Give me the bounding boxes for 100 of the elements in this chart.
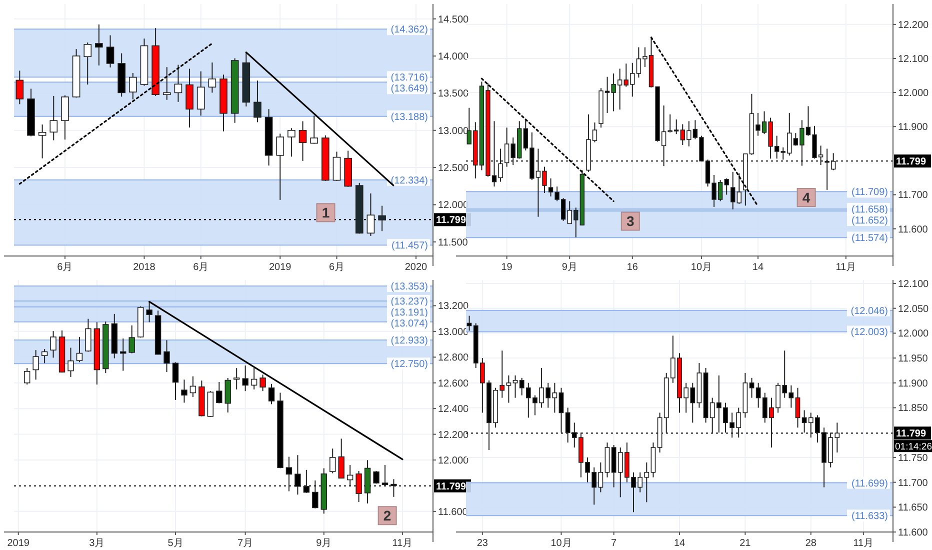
candlestick bbox=[128, 72, 137, 100]
y-tick-label: 12.800 bbox=[438, 352, 470, 364]
x-tick-label: 6月 bbox=[57, 262, 73, 273]
candlestick bbox=[216, 381, 222, 404]
ref-line-label: (13.237) bbox=[390, 296, 428, 308]
candlestick bbox=[208, 62, 216, 94]
ref-line-label: (13.188) bbox=[390, 112, 428, 123]
ref-line-label: (12.933) bbox=[390, 336, 428, 347]
y-tick-label: 12.000 bbox=[438, 456, 470, 466]
candlestick bbox=[95, 24, 103, 66]
x-tick-label: 9月 bbox=[316, 538, 332, 549]
y-tick-label: 12.000 bbox=[898, 328, 930, 340]
candlestick bbox=[506, 374, 512, 404]
y-tick-label: 13.200 bbox=[438, 301, 470, 312]
x-tick-label: 2019 bbox=[7, 538, 30, 549]
candlestick bbox=[330, 448, 336, 474]
x-tick-label: 7 bbox=[611, 538, 618, 549]
candlestick bbox=[254, 80, 262, 123]
candlestick bbox=[233, 368, 240, 390]
candlestick bbox=[196, 70, 205, 116]
ref-line-label: 11.799 bbox=[436, 215, 466, 226]
y-tick-label: 11.750 bbox=[898, 452, 928, 464]
y-tick-label: 12.200 bbox=[438, 430, 470, 441]
candlestick bbox=[332, 151, 341, 182]
ref-line-label: (11.699) bbox=[851, 478, 888, 490]
candlestick bbox=[736, 172, 742, 204]
candlestick bbox=[164, 340, 170, 373]
y-tick-label: 12.000 bbox=[438, 200, 470, 212]
ref-line-label: (12.334) bbox=[390, 175, 428, 186]
x-tick-label: 10月 bbox=[690, 262, 712, 273]
candlestick bbox=[16, 70, 24, 105]
y-tick-label: 12.500 bbox=[438, 163, 470, 174]
ref-line-label: (11.658) bbox=[851, 204, 888, 216]
ref-line-label: (13.191) bbox=[390, 307, 428, 318]
ref-line-label: 11.799 bbox=[896, 156, 926, 168]
y-tick-label: 11.600 bbox=[898, 528, 928, 538]
x-tick-label: 5月 bbox=[168, 538, 184, 549]
x-tick-label: 21 bbox=[740, 538, 752, 549]
candlestick bbox=[366, 192, 375, 237]
x-tick-label: 2020 bbox=[404, 262, 428, 273]
ref-line-label: (11.652) bbox=[851, 216, 888, 227]
x-tick-label: 10月 bbox=[550, 538, 572, 549]
candlestick bbox=[795, 387, 800, 428]
x-tick-label: 28 bbox=[805, 538, 817, 549]
y-tick-label: 11.600 bbox=[898, 224, 928, 236]
ref-line-label: 11.799 bbox=[436, 481, 466, 492]
y-tick-label: 12.050 bbox=[898, 304, 930, 315]
candlestick bbox=[268, 383, 275, 405]
ref-line-label: (13.074) bbox=[390, 318, 428, 330]
y-tick-label: 14.500 bbox=[438, 14, 470, 26]
candlestick bbox=[106, 34, 114, 68]
ref-line-label: (12.750) bbox=[390, 359, 428, 370]
candlestick bbox=[50, 95, 58, 141]
candlestick bbox=[298, 120, 307, 162]
ref-line-label: (13.716) bbox=[390, 72, 428, 84]
ref-line-label: (11.633) bbox=[851, 511, 888, 522]
y-tick-label: 12.200 bbox=[898, 20, 930, 31]
x-tick-label: 11月 bbox=[392, 538, 413, 549]
candlestick bbox=[61, 94, 69, 140]
x-tick-label: 7月 bbox=[238, 538, 254, 549]
y-tick-label: 12.000 bbox=[898, 88, 930, 100]
x-tick-label: 3月 bbox=[89, 538, 105, 549]
x-tick-label: 14 bbox=[752, 262, 764, 273]
candlestick bbox=[190, 376, 196, 398]
x-tick-label: 19 bbox=[501, 262, 513, 273]
y-tick-label: 11.850 bbox=[898, 403, 928, 414]
candlestick bbox=[373, 470, 380, 484]
candlestick bbox=[38, 124, 46, 159]
y-tick-label: 12.100 bbox=[898, 54, 930, 65]
ref-line-label: (13.649) bbox=[390, 84, 428, 95]
candlestick bbox=[288, 128, 296, 158]
x-tick-label: 11月 bbox=[836, 262, 856, 273]
candlestick bbox=[32, 350, 39, 380]
candlestick bbox=[162, 66, 171, 100]
x-tick-label: 2019 bbox=[268, 262, 292, 273]
ref-line-label: 11.799 bbox=[896, 428, 926, 440]
y-tick-label: 13.000 bbox=[438, 126, 470, 137]
x-tick-label: 6月 bbox=[328, 262, 345, 273]
candlestick bbox=[181, 379, 188, 404]
candlestick bbox=[338, 438, 344, 479]
candlestick bbox=[50, 330, 56, 358]
candlestick bbox=[346, 464, 354, 487]
y-tick-label: 11.500 bbox=[438, 237, 468, 248]
candlestick bbox=[730, 171, 736, 210]
annotation: 2 bbox=[383, 508, 392, 524]
candlestick bbox=[378, 205, 386, 232]
y-tick-label: 13.500 bbox=[438, 88, 470, 100]
ref-line-label: (11.709) bbox=[851, 187, 888, 198]
y-tick-label: 11.650 bbox=[898, 502, 928, 514]
candlestick bbox=[174, 64, 182, 102]
ref-line-label: (11.457) bbox=[391, 240, 428, 252]
ref-line-label: (14.362) bbox=[390, 24, 428, 36]
ref-line-label: (12.003) bbox=[850, 327, 888, 338]
x-tick-label: 16 bbox=[626, 262, 638, 273]
x-tick-label: 14 bbox=[674, 538, 686, 549]
y-tick-label: 11.900 bbox=[898, 378, 928, 390]
x-tick-label: 23 bbox=[476, 538, 488, 549]
candlestick bbox=[276, 133, 284, 200]
y-tick-label: 12.600 bbox=[438, 378, 470, 390]
candlestick bbox=[84, 42, 92, 86]
